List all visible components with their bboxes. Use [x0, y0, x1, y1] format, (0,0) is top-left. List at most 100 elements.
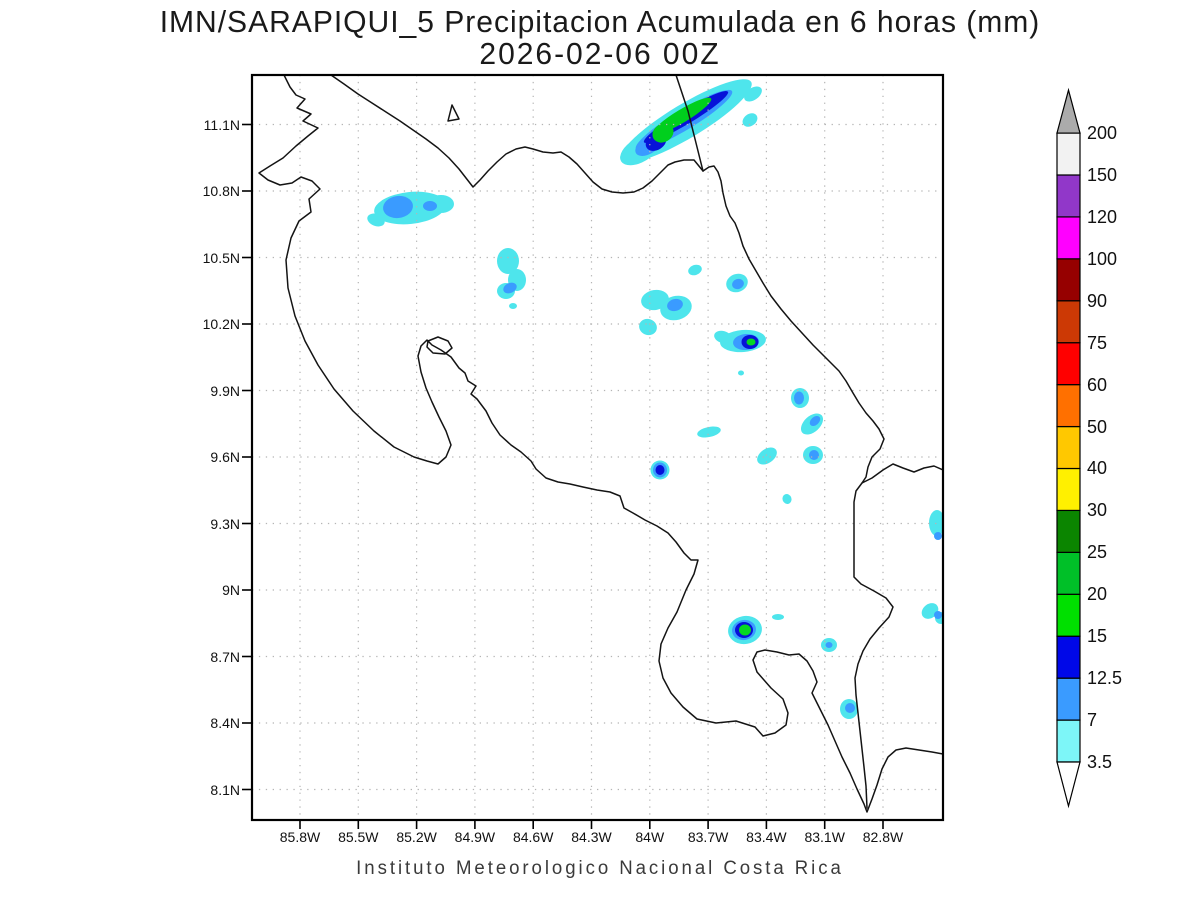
colorbar-swatch: [1056, 719, 1081, 763]
colorbar-tick-label: 100: [1087, 248, 1118, 269]
precip-blob-level1: [697, 426, 721, 438]
precip-blob-level2: [934, 611, 942, 619]
coastline-path: [702, 165, 943, 484]
colorbar-tick-label: 120: [1087, 206, 1118, 227]
coastline-path: [853, 482, 894, 809]
precip-blob-level3: [655, 465, 665, 475]
precip-blob-level1: [744, 86, 762, 102]
precip-blob-level1: [714, 330, 732, 344]
lon-tick-label: 85.5W: [338, 829, 379, 845]
colorbar-tick-label: 50: [1087, 416, 1108, 437]
precip-blob-level2: [732, 278, 744, 290]
plot-title: IMN/SARAPIQUI_5 Precipitacion Acumulada …: [159, 4, 1041, 39]
precip-blob-level1: [509, 303, 517, 309]
colorbar-tick-label: 40: [1087, 458, 1108, 479]
precip-blob-level2: [825, 642, 833, 648]
colorbar-swatch: [1056, 551, 1081, 595]
colorbar-tick-label: 90: [1087, 290, 1108, 311]
colorbar-swatch: [1056, 132, 1081, 176]
precip-blob-level1: [782, 494, 792, 504]
institution-caption: Instituto Meteorologico Nacional Costa R…: [356, 858, 844, 879]
lon-tick-label: 84.6W: [512, 829, 554, 845]
coastline-path: [330, 75, 704, 194]
precip-blob-level2: [809, 450, 819, 460]
colorbar-swatch: [1056, 635, 1081, 679]
colorbar-swatch: [1056, 467, 1081, 512]
colorbar-swatch: [1056, 593, 1081, 637]
precip-blob-level4: [652, 123, 674, 143]
precip-blob-level1: [497, 248, 519, 274]
colorbar-swatch: [1056, 258, 1081, 302]
colorbar-tick-label: 30: [1087, 500, 1108, 521]
colorbar-tick-label: 15: [1087, 626, 1108, 647]
colorbar-swatch: [1056, 300, 1081, 344]
precip-blob-level1: [367, 213, 385, 227]
colorbar-tick-label: 60: [1087, 374, 1108, 395]
precip-blob-level2: [503, 282, 517, 294]
precip-blob-level2: [423, 201, 437, 211]
precip-blob-level2: [845, 703, 855, 713]
lon-tick-label: 84.9W: [454, 829, 496, 845]
lat-tick-label: 11.1N: [203, 116, 240, 133]
lat-tick-label: 9.6N: [210, 449, 240, 465]
precip-blob-level1: [688, 264, 702, 276]
lat-tick-label: 8.7N: [210, 648, 240, 665]
precip-blob-level2: [383, 195, 413, 219]
colorbar-tick-label: 200: [1087, 123, 1118, 144]
lon-tick-label: 85.2W: [396, 829, 437, 845]
precip-blob-level1: [738, 370, 744, 376]
colorbar-swatch: [1056, 174, 1081, 218]
precip-blob-level2: [794, 391, 804, 405]
precip-blob-level2: [667, 298, 683, 312]
lat-tick-label: 9.3N: [210, 515, 240, 532]
colorbar-under-arrow: [1056, 761, 1081, 809]
colorbar-over-arrow: [1056, 87, 1081, 134]
colorbar-tick-label: 7: [1087, 710, 1098, 731]
colorbar-tick-label: 75: [1087, 332, 1108, 353]
colorbar-swatch: [1056, 677, 1081, 721]
colorbar-swatch: [1056, 425, 1081, 470]
colorbar-tick-label: 150: [1087, 164, 1118, 185]
colorbar-swatch: [1056, 342, 1081, 386]
coastline-path: [675, 75, 704, 172]
plot-subtitle-datetime: 2026-02-06 00Z: [479, 36, 721, 71]
precip-blob-level5: [746, 338, 756, 346]
lat-tick-label: 10.5N: [202, 249, 240, 266]
colorbar-tick-label: 12.5: [1087, 668, 1123, 689]
lat-tick-label: 8.1N: [210, 781, 240, 798]
precip-blob-level1: [639, 318, 657, 336]
lon-tick-label: 83.1W: [804, 829, 845, 845]
coastline-layer: [258, 75, 943, 813]
colorbar-swatch: [1056, 384, 1081, 428]
precip-blob-level1: [772, 614, 784, 620]
lat-tick-label: 10.8N: [202, 183, 240, 199]
colorbar-tick-label: 3.5: [1087, 752, 1113, 772]
lat-tick-label: 10.2N: [202, 316, 240, 332]
grid-layer: [252, 75, 943, 820]
precip-blob-level2: [809, 416, 821, 426]
lon-tick-label: 82.8W: [862, 829, 904, 845]
coastline-path: [447, 104, 460, 122]
precip-blob-level1: [742, 113, 758, 127]
lat-tick-label: 8.4N: [210, 715, 240, 731]
precip-shading-layer: [367, 79, 943, 719]
lat-tick-label: 9.9N: [210, 382, 240, 399]
lon-tick-label: 83.7W: [687, 829, 729, 845]
precip-blob-level5: [739, 624, 751, 636]
lon-tick-label: 84.3W: [571, 829, 612, 845]
colorbar-swatch: [1056, 216, 1081, 260]
lon-tick-label: 85.8W: [279, 829, 321, 845]
map-frame: [250, 73, 945, 822]
coastline-path: [426, 336, 453, 355]
colorbar-tick-label: 20: [1087, 584, 1108, 605]
lon-tick-label: 84W: [635, 829, 665, 845]
precip-blob-level1: [757, 447, 777, 465]
colorbar-tick-label: 25: [1087, 542, 1108, 563]
coastline-path: [258, 75, 943, 813]
lat-tick-label: 9N: [222, 582, 240, 598]
precip-blob-level2: [934, 532, 942, 540]
lon-tick-label: 83.4W: [746, 829, 787, 845]
colorbar-swatch: [1056, 509, 1081, 553]
